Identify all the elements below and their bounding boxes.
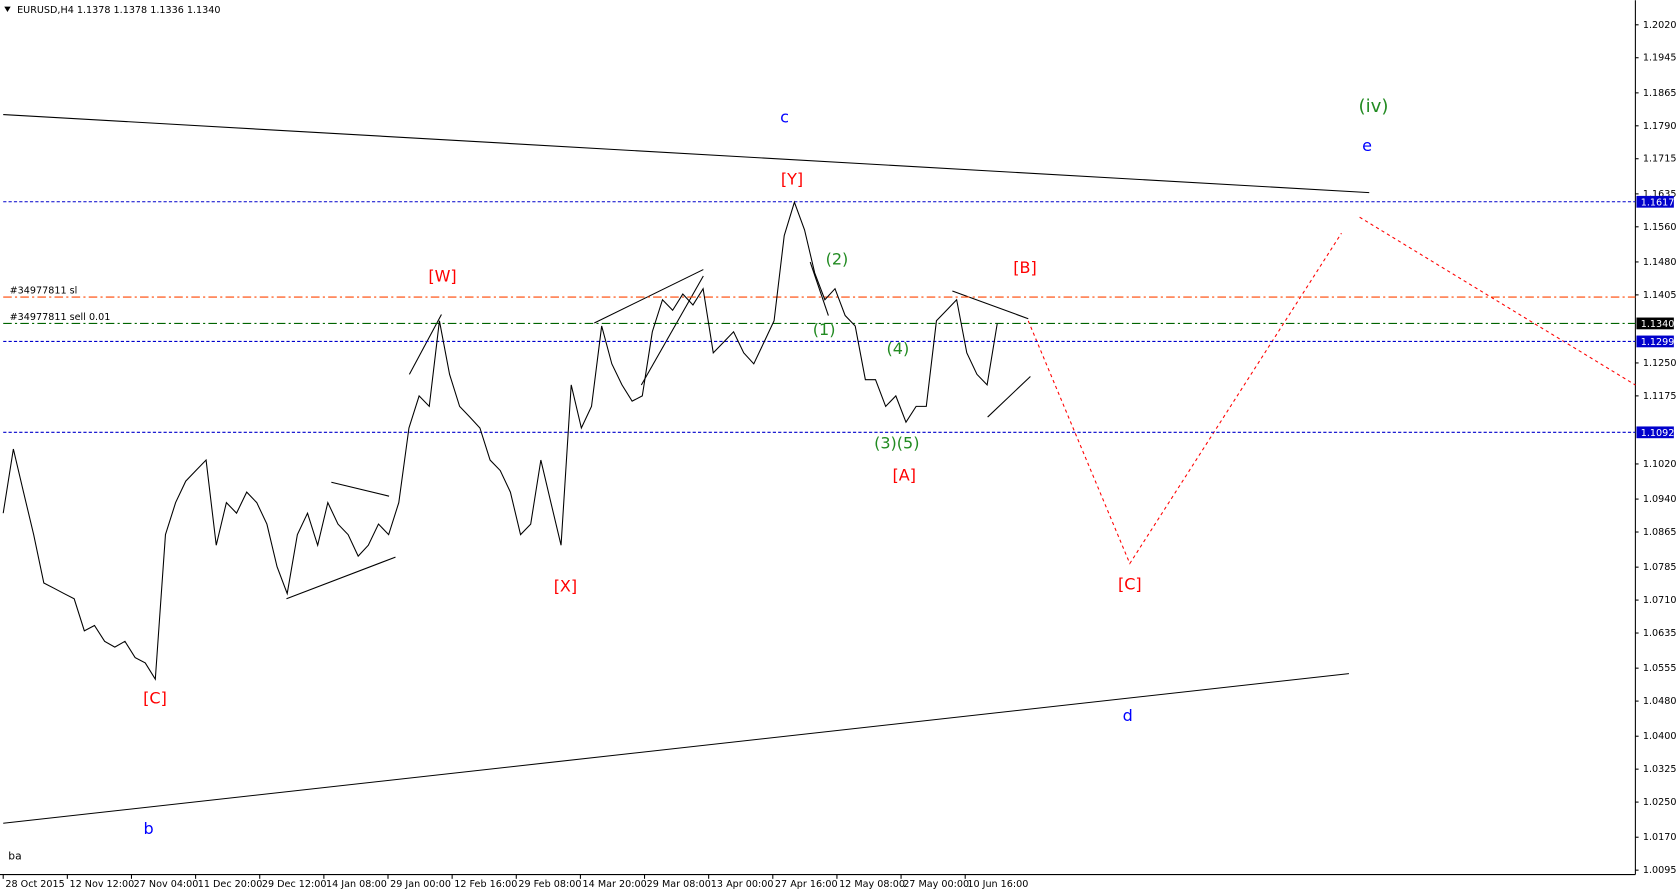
y-tick-label: 1.1865	[1643, 88, 1676, 99]
x-tick-label: 13 Apr 00:00	[711, 879, 774, 890]
y-tick-label: 1.2020	[1643, 20, 1676, 31]
wedge-line	[408, 314, 442, 375]
y-tick-label: 1.0710	[1643, 595, 1676, 606]
y-tick-label: 1.0250	[1643, 797, 1676, 808]
x-tick-label: 27 Nov 04:00	[134, 879, 199, 890]
x-tick-label: 12 May 08:00	[839, 879, 905, 890]
price-label-box	[1636, 195, 1674, 208]
trendline	[3, 673, 1349, 824]
trendline	[3, 114, 1370, 194]
wedge-line	[952, 290, 1029, 320]
y-tick-label: 1.0325	[1643, 764, 1676, 775]
y-tick-label: 1.1480	[1643, 257, 1676, 268]
wave-label: (1)	[813, 320, 836, 339]
price-line-series	[2, 200, 998, 681]
wave-label: (4)	[887, 339, 910, 358]
y-tick-label: 1.0635	[1643, 628, 1676, 639]
wave-label: (iv)	[1359, 96, 1389, 117]
price-label-box	[1636, 335, 1674, 348]
wave-label: [Y]	[781, 169, 803, 188]
y-tick-label: 1.0785	[1643, 562, 1676, 573]
wave-label: [X]	[554, 577, 577, 596]
x-tick-label: 12 Nov 12:00	[69, 879, 134, 890]
x-tick-label: 12 Feb 16:00	[454, 879, 517, 890]
wave-label: (3)(5)	[874, 433, 919, 452]
y-tick-label: 1.0400	[1643, 731, 1676, 742]
wave-label: [C]	[143, 689, 167, 708]
wave-label: [A]	[893, 465, 916, 484]
wedge-line	[809, 261, 829, 316]
y-tick-label: 1.0170	[1643, 832, 1676, 843]
channel-line	[640, 275, 704, 386]
y-tick-label: 1.1790	[1643, 121, 1676, 132]
y-tick-label: 1.1560	[1643, 222, 1676, 233]
price-label-box	[1636, 317, 1674, 330]
x-tick-label: 10 Jun 16:00	[967, 879, 1028, 890]
drawings	[3, 114, 1370, 824]
wedge-line	[987, 376, 1031, 418]
chart-title: EURUSD,H4 1.1378 1.1378 1.1336 1.1340	[17, 5, 220, 16]
x-tick-label: 29 Feb 08:00	[518, 879, 581, 890]
y-tick-label: 1.1945	[1643, 53, 1676, 64]
channel-line	[594, 269, 704, 324]
y-tick-label: 1.1635	[1643, 189, 1676, 200]
order-label: #34977811 sl	[10, 286, 78, 297]
wave-label: ba	[8, 849, 21, 862]
y-tick-label: 1.0480	[1643, 696, 1676, 707]
price-label: 1.1299	[1641, 337, 1675, 348]
x-tick-label: 27 May 00:00	[903, 879, 969, 890]
x-tick-label: 29 Mar 08:00	[647, 879, 711, 890]
x-tick-label: 27 Apr 16:00	[775, 879, 838, 890]
triangle-line	[331, 481, 390, 497]
projection-path	[1027, 232, 1342, 565]
x-tick-label: 11 Dec 20:00	[198, 879, 263, 890]
wave-label: [B]	[1013, 258, 1036, 277]
projection-path	[1359, 216, 1636, 386]
y-tick-label: 1.0555	[1643, 663, 1676, 674]
price-label: 1.1617	[1641, 197, 1675, 208]
y-tick-label: 1.1405	[1643, 290, 1676, 301]
x-tick-label: 28 Oct 2015	[5, 879, 64, 890]
y-tick-label: 1.0095	[1643, 865, 1676, 876]
order-label: #34977811 sell 0.01	[10, 312, 111, 323]
price-label: 1.1340	[1641, 319, 1675, 330]
wave-label: c	[780, 107, 789, 126]
x-tick-label: 29 Dec 12:00	[262, 879, 327, 890]
x-tick-label: 14 Mar 20:00	[583, 879, 647, 890]
y-tick-label: 1.1175	[1643, 391, 1676, 402]
y-tick-label: 1.1250	[1643, 358, 1676, 369]
wave-label: [W]	[428, 267, 456, 286]
triangle-line	[286, 556, 396, 600]
wave-label: e	[1362, 136, 1372, 155]
y-tick-label: 1.0940	[1643, 494, 1676, 505]
price-label: 1.1092	[1641, 428, 1675, 439]
x-tick-label: 14 Jan 08:00	[326, 879, 387, 890]
wave-label: b	[143, 819, 153, 838]
y-tick-label: 1.0865	[1643, 527, 1676, 538]
x-tick-label: 29 Jan 00:00	[390, 879, 451, 890]
y-tick-label: 1.1020	[1643, 459, 1676, 470]
menu-arrow	[4, 6, 11, 12]
y-tick-label: 1.1715	[1643, 154, 1676, 165]
projection	[1027, 216, 1636, 565]
price-label-box	[1636, 426, 1674, 439]
wave-label: d	[1123, 706, 1133, 725]
wave-label: (2)	[826, 249, 849, 268]
wave-label: [C]	[1118, 574, 1142, 593]
